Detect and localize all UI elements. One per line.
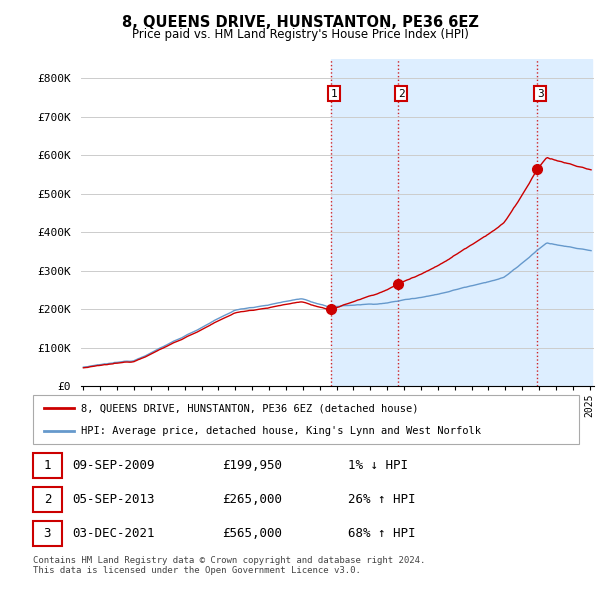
Text: 8, QUEENS DRIVE, HUNSTANTON, PE36 6EZ: 8, QUEENS DRIVE, HUNSTANTON, PE36 6EZ <box>122 15 478 30</box>
Text: 26% ↑ HPI: 26% ↑ HPI <box>348 493 415 506</box>
Text: 03-DEC-2021: 03-DEC-2021 <box>72 527 155 540</box>
Text: 3: 3 <box>537 88 544 99</box>
Text: 68% ↑ HPI: 68% ↑ HPI <box>348 527 415 540</box>
Text: £565,000: £565,000 <box>222 527 282 540</box>
Text: 09-SEP-2009: 09-SEP-2009 <box>72 458 155 472</box>
Text: £199,950: £199,950 <box>222 458 282 472</box>
Text: £265,000: £265,000 <box>222 493 282 506</box>
Text: 2: 2 <box>398 88 404 99</box>
Bar <box>331 59 592 386</box>
Text: Price paid vs. HM Land Registry's House Price Index (HPI): Price paid vs. HM Land Registry's House … <box>131 28 469 41</box>
Text: 2: 2 <box>44 493 51 506</box>
Text: 1: 1 <box>331 88 337 99</box>
Text: 1: 1 <box>44 458 51 472</box>
Text: 05-SEP-2013: 05-SEP-2013 <box>72 493 155 506</box>
Text: Contains HM Land Registry data © Crown copyright and database right 2024.
This d: Contains HM Land Registry data © Crown c… <box>33 556 425 575</box>
Text: 1% ↓ HPI: 1% ↓ HPI <box>348 458 408 472</box>
Text: HPI: Average price, detached house, King's Lynn and West Norfolk: HPI: Average price, detached house, King… <box>81 425 481 435</box>
Text: 8, QUEENS DRIVE, HUNSTANTON, PE36 6EZ (detached house): 8, QUEENS DRIVE, HUNSTANTON, PE36 6EZ (d… <box>81 404 419 414</box>
Text: 3: 3 <box>44 527 51 540</box>
